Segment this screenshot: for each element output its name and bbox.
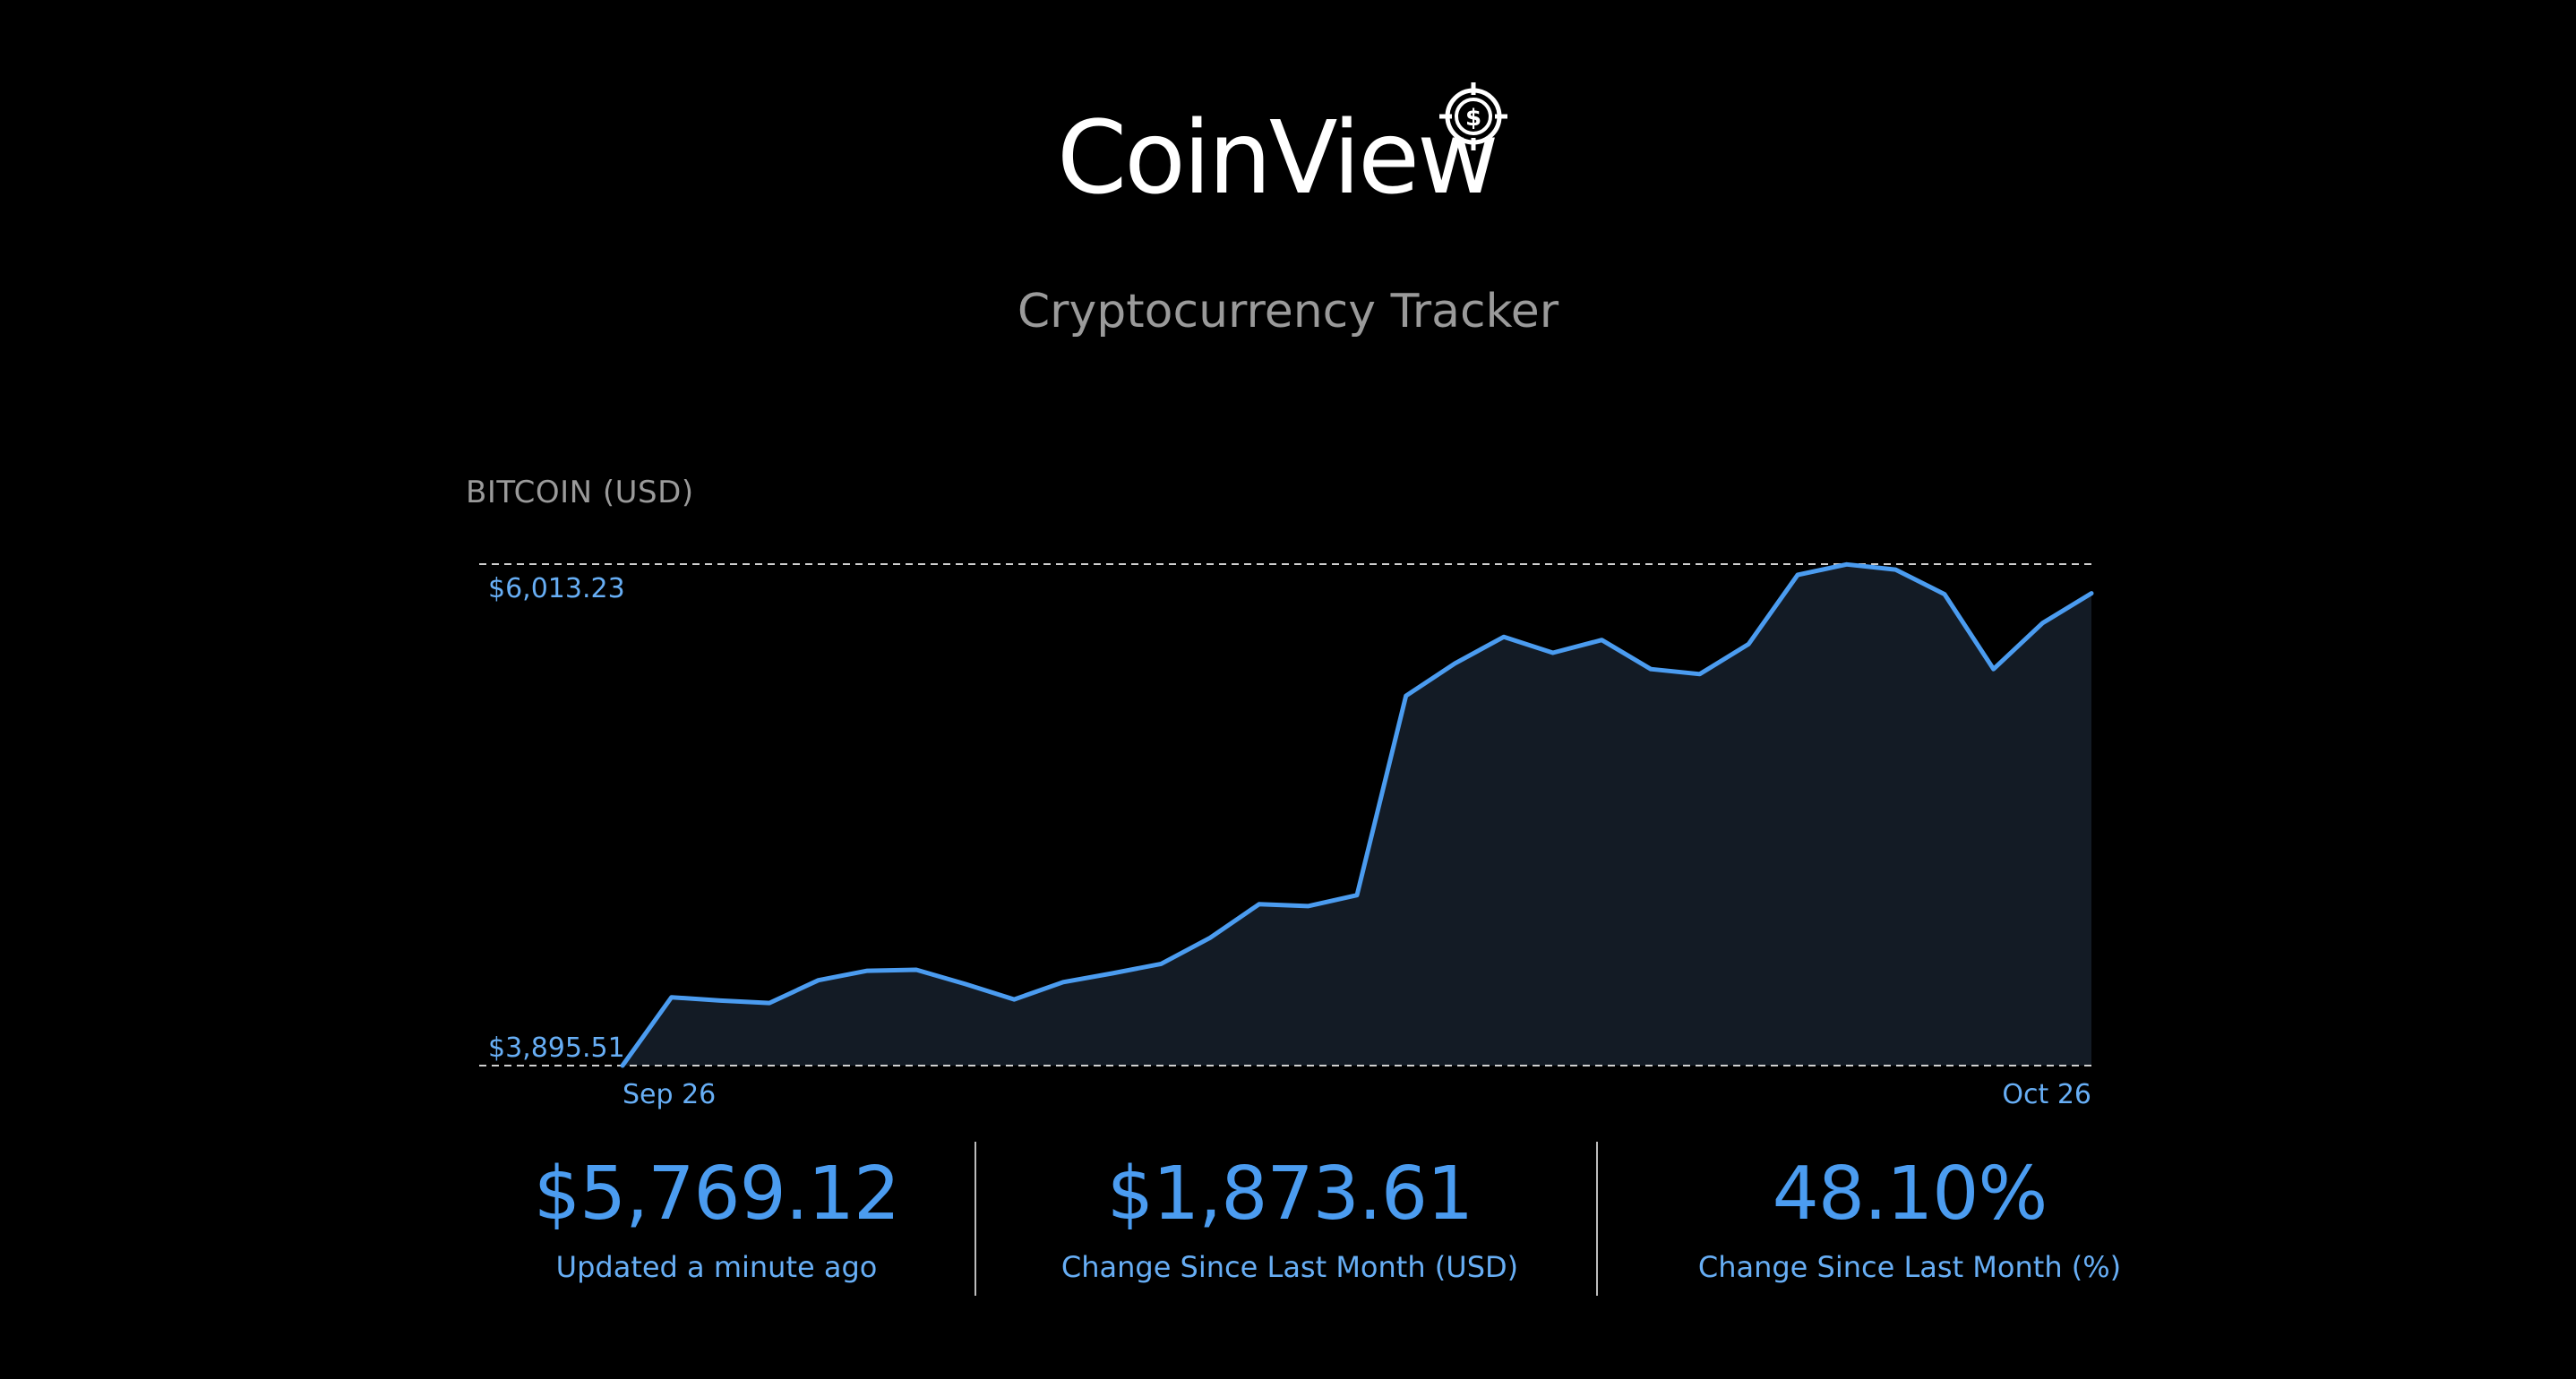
stat-value: $1,873.61: [1106, 1152, 1473, 1237]
subtitle: Cryptocurrency Tracker: [1017, 285, 1559, 338]
stat-label: Updated a minute ago: [555, 1250, 878, 1284]
y-label-min: $3,895.51: [488, 1032, 625, 1064]
logo-text: CoinView: [1057, 100, 1499, 217]
header: CoinView $ Cryptocurrency Tracker: [0, 0, 2576, 376]
chart-title: BITCOIN (USD): [466, 475, 694, 510]
stat-value: $5,769.12: [533, 1152, 900, 1237]
divider: [975, 1142, 976, 1296]
price-chart: BITCOIN (USD) $6,013.23 $3,895.51 Sep 26 Oc…: [448, 466, 2132, 1110]
y-label-max: $6,013.23: [488, 573, 625, 604]
x-label-start: Sep 26: [623, 1079, 716, 1110]
stat-current-price: $5,769.12 Updated a minute ago: [439, 1142, 994, 1298]
chart-svg: $6,013.23 $3,895.51 Sep 26 Oct 26: [479, 561, 2094, 1110]
svg-text:$: $: [1465, 105, 1481, 132]
stat-change-percent: 48.10% Change Since Last Month (%): [1632, 1142, 2187, 1298]
series-line: [620, 561, 2094, 1068]
area-fill: [623, 564, 2091, 1066]
stat-label: Change Since Last Month (USD): [1060, 1250, 1519, 1284]
divider: [1596, 1142, 1598, 1296]
stats-row: $5,769.12 Updated a minute ago $1,873.61…: [439, 1142, 2141, 1298]
stat-value: 48.10%: [1772, 1152, 2048, 1237]
target-dollar-icon: $: [1439, 82, 1507, 150]
stat-change-usd: $1,873.61 Change Since Last Month (USD): [1012, 1142, 1567, 1298]
stat-label: Change Since Last Month (%): [1697, 1250, 2122, 1284]
x-label-end: Oct 26: [2002, 1079, 2091, 1110]
